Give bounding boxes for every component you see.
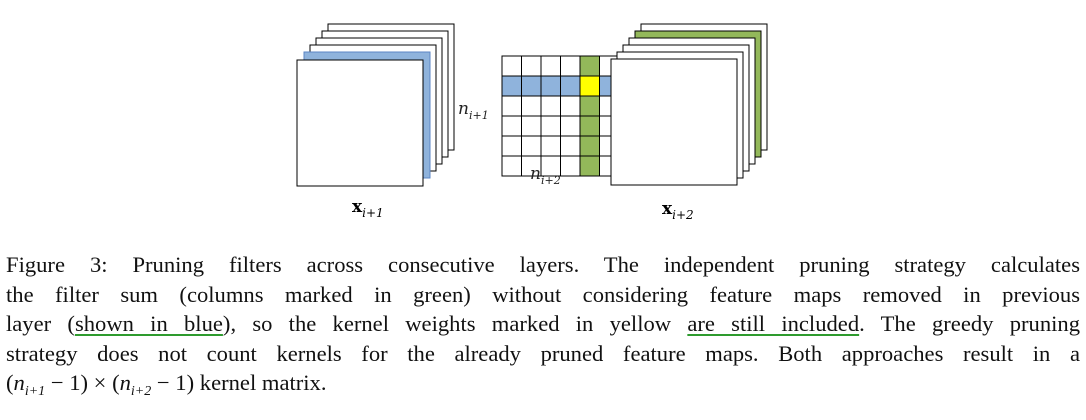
matrix-bottom-label: ni+2 bbox=[530, 164, 561, 187]
matrix-cell bbox=[501, 55, 522, 77]
matrix-cell bbox=[579, 135, 600, 157]
kernel-matrix bbox=[501, 55, 620, 177]
left-stack-label: xi+1 bbox=[352, 197, 384, 220]
matrix-cell bbox=[501, 155, 522, 177]
matrix-cell bbox=[579, 95, 600, 117]
matrix-cell bbox=[560, 95, 581, 117]
matrix-cell bbox=[560, 55, 581, 77]
matrix-cell bbox=[521, 75, 542, 97]
still-included-underline: are still included bbox=[687, 311, 860, 336]
matrix-cell bbox=[560, 155, 581, 177]
caption-line-2: the filter sum (columns marked in green)… bbox=[6, 281, 1080, 307]
matrix-cell bbox=[579, 75, 600, 97]
matrix-cell bbox=[560, 75, 581, 97]
matrix-cell bbox=[540, 135, 561, 157]
right-map-front bbox=[610, 58, 738, 186]
matrix-cell bbox=[540, 95, 561, 117]
matrix-cell bbox=[501, 95, 522, 117]
matrix-side-label: ni+1 bbox=[458, 99, 489, 122]
matrix-cell bbox=[560, 115, 581, 137]
matrix-cell bbox=[521, 95, 542, 117]
right-feature-map-stack bbox=[610, 23, 768, 186]
matrix-cell bbox=[501, 115, 522, 137]
right-stack-label: xi+2 bbox=[662, 199, 694, 222]
matrix-cell bbox=[540, 55, 561, 77]
caption-line-4: strategy does not count kernels for the … bbox=[6, 340, 1080, 366]
matrix-cell bbox=[501, 75, 522, 97]
matrix-cell bbox=[579, 55, 600, 77]
matrix-cell bbox=[579, 155, 600, 177]
matrix-cell bbox=[579, 115, 600, 137]
left-map-front bbox=[296, 59, 424, 187]
matrix-cell bbox=[521, 55, 542, 77]
matrix-cell bbox=[540, 155, 561, 177]
pruning-figure: xi+1 ni+1 ni+2 xi+2 bbox=[296, 23, 768, 222]
matrix-cell bbox=[521, 135, 542, 157]
matrix-size-formula: (ni+1 − 1) × (ni+2 − 1) bbox=[6, 370, 195, 399]
matrix-cell bbox=[521, 115, 542, 137]
matrix-cell bbox=[540, 75, 561, 97]
matrix-cell bbox=[560, 135, 581, 157]
caption-line-5: (ni+1 − 1) × (ni+2 − 1) kernel matrix. bbox=[6, 370, 327, 399]
figure-caption: Figure 3: Pruning filters across consecu… bbox=[6, 250, 1080, 398]
matrix-cell bbox=[501, 135, 522, 157]
caption-line-1: Figure 3: Pruning filters across consecu… bbox=[6, 252, 1080, 277]
shown-in-blue-underline: shown in blue bbox=[74, 311, 223, 336]
matrix-cell bbox=[540, 115, 561, 137]
caption-line-3: layer (shown in blue), so the kernel wei… bbox=[6, 311, 1080, 336]
left-feature-map-stack bbox=[296, 23, 455, 187]
